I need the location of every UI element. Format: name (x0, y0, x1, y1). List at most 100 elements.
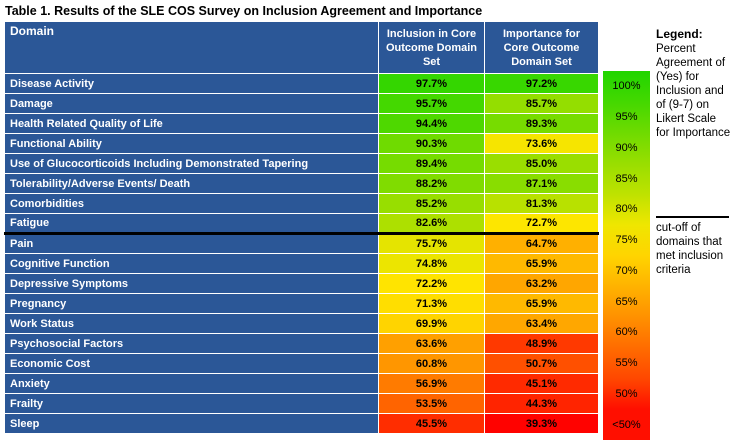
legend-scale-cell: 60% (603, 317, 650, 348)
legend-scale-cell: 65% (603, 286, 650, 317)
inclusion-value-cell: 60.8% (378, 353, 485, 374)
legend-scale-label: 50% (615, 387, 638, 400)
legend-scale-cell: 55% (603, 347, 650, 379)
importance-value-cell: 81.3% (484, 193, 599, 214)
legend-scale-cell: 90% (603, 132, 650, 164)
table-row: Depressive Symptoms 72.2% 63.2% (4, 273, 599, 294)
legend-panel: Legend: Percent Agreement of (Yes) for I… (656, 27, 731, 277)
inclusion-value-cell: 97.7% (378, 73, 485, 94)
inclusion-value-cell: 69.9% (378, 313, 485, 334)
legend-scale-label: 80% (615, 203, 638, 216)
inclusion-value-cell: 53.5% (378, 393, 485, 414)
table-row: Pregnancy 71.3% 65.9% (4, 293, 599, 314)
legend-scale-cell: 75% (603, 224, 650, 256)
inclusion-value-cell: 56.9% (378, 373, 485, 394)
inclusion-value-cell: 95.7% (378, 93, 485, 114)
domain-cell: Comorbidities (4, 193, 379, 214)
domain-cell: Disease Activity (4, 73, 379, 94)
importance-value-cell: 73.6% (484, 133, 599, 154)
domain-cell: Pain (4, 232, 379, 254)
importance-value-cell: 89.3% (484, 113, 599, 134)
table-row: Pain 75.7% 64.7% (4, 232, 599, 254)
legend-scale-label: 85% (615, 172, 638, 185)
importance-value-cell: 50.7% (484, 353, 599, 374)
header-importance: Importance for Core Outcome Domain Set (484, 21, 599, 74)
domain-cell: Psychosocial Factors (4, 333, 379, 354)
table-row: Use of Glucocorticoids Including Demonst… (4, 153, 599, 174)
domain-cell: Frailty (4, 393, 379, 414)
results-table-body: Disease Activity 97.7% 97.2% Damage 95.7% 85.… (4, 73, 599, 434)
table-row: Disease Activity 97.7% 97.2% (4, 73, 599, 94)
importance-value-cell: 87.1% (484, 173, 599, 194)
inclusion-value-cell: 90.3% (378, 133, 485, 154)
legend-scale-cell: <50% (603, 409, 650, 440)
table-row: Tolerability/Adverse Events/ Death 88.2% 8… (4, 173, 599, 194)
table-row: Psychosocial Factors 63.6% 48.9% (4, 333, 599, 354)
table-row: Frailty 53.5% 44.3% (4, 393, 599, 414)
table-row: Work Status 69.9% 63.4% (4, 313, 599, 334)
domain-cell: Work Status (4, 313, 379, 334)
legend-scale-cell: 50% (603, 378, 650, 410)
inclusion-value-cell: 85.2% (378, 193, 485, 214)
inclusion-value-cell: 45.5% (378, 413, 485, 434)
inclusion-value-cell: 89.4% (378, 153, 485, 174)
table-row: Damage 95.7% 85.7% (4, 93, 599, 114)
legend-scale-cell: 80% (603, 194, 650, 225)
header-inclusion: Inclusion in Core Outcome Domain Set (378, 21, 485, 74)
importance-value-cell: 48.9% (484, 333, 599, 354)
table-row: Health Related Quality of Life 94.4% 89.3% (4, 113, 599, 134)
legend-scale-label: 65% (615, 295, 638, 308)
importance-value-cell: 64.7% (484, 232, 599, 254)
legend-scale-label: <50% (612, 418, 641, 431)
importance-value-cell: 97.2% (484, 73, 599, 94)
domain-cell: Anxiety (4, 373, 379, 394)
importance-value-cell: 85.0% (484, 153, 599, 174)
legend-scale-label: 95% (615, 111, 638, 124)
inclusion-value-cell: 75.7% (378, 232, 485, 254)
legend-description: Percent Agreement of (Yes) for Inclusion… (656, 43, 731, 139)
inclusion-value-cell: 88.2% (378, 173, 485, 194)
domain-cell: Economic Cost (4, 353, 379, 374)
inclusion-value-cell: 94.4% (378, 113, 485, 134)
domain-cell: Damage (4, 93, 379, 114)
legend-scale-cell: 70% (603, 255, 650, 287)
legend-title: Legend: (656, 27, 703, 41)
inclusion-value-cell: 63.6% (378, 333, 485, 354)
importance-value-cell: 65.9% (484, 253, 599, 274)
legend-scale-label: 75% (615, 234, 638, 247)
header-domain: Domain (4, 21, 379, 74)
importance-value-cell: 72.7% (484, 213, 599, 234)
domain-cell: Fatigue (4, 213, 379, 234)
table-row: Anxiety 56.9% 45.1% (4, 373, 599, 394)
domain-cell: Health Related Quality of Life (4, 113, 379, 134)
table-title: Table 1. Results of the SLE COS Survey o… (5, 4, 483, 18)
legend-scale-cell: 100% (603, 71, 650, 102)
importance-value-cell: 39.3% (484, 413, 599, 434)
domain-cell: Pregnancy (4, 293, 379, 314)
legend-scale-label: 55% (615, 357, 638, 370)
table-row: Comorbidities 85.2% 81.3% (4, 193, 599, 214)
legend-scale-cell: 85% (603, 163, 650, 194)
importance-value-cell: 65.9% (484, 293, 599, 314)
importance-value-cell: 44.3% (484, 393, 599, 414)
domain-cell: Depressive Symptoms (4, 273, 379, 294)
table-row: Cognitive Function 74.8% 65.9% (4, 253, 599, 274)
table-row: Sleep 45.5% 39.3% (4, 413, 599, 434)
table-row: Fatigue 82.6% 72.7% (4, 213, 599, 234)
table-row: Functional Ability 90.3% 73.6% (4, 133, 599, 154)
domain-cell: Cognitive Function (4, 253, 379, 274)
domain-cell: Use of Glucocorticoids Including Demonst… (4, 153, 379, 174)
inclusion-value-cell: 82.6% (378, 213, 485, 234)
importance-value-cell: 63.4% (484, 313, 599, 334)
legend-scale-cell: 95% (603, 101, 650, 133)
cutoff-note: cut-off of domains that met inclusion cr… (656, 222, 724, 276)
inclusion-value-cell: 71.3% (378, 293, 485, 314)
legend-scale-label: 90% (615, 141, 638, 154)
header-row: Domain Inclusion in Core Outcome Domain … (4, 21, 599, 74)
domain-cell: Sleep (4, 413, 379, 434)
legend-scale-label: 100% (612, 80, 641, 93)
inclusion-value-cell: 72.2% (378, 273, 485, 294)
importance-value-cell: 45.1% (484, 373, 599, 394)
table-row: Economic Cost 60.8% 50.7% (4, 353, 599, 374)
